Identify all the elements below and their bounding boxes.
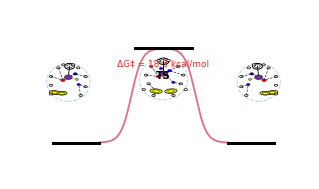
- Circle shape: [49, 76, 53, 77]
- Circle shape: [274, 84, 278, 86]
- Ellipse shape: [150, 89, 162, 93]
- Ellipse shape: [165, 89, 177, 93]
- Circle shape: [77, 84, 80, 86]
- Circle shape: [252, 64, 256, 66]
- Circle shape: [142, 89, 145, 91]
- Circle shape: [73, 73, 77, 75]
- Circle shape: [168, 70, 172, 72]
- Circle shape: [57, 67, 60, 69]
- Circle shape: [159, 67, 163, 70]
- Circle shape: [145, 74, 148, 76]
- Circle shape: [49, 93, 53, 95]
- Circle shape: [61, 79, 65, 81]
- Circle shape: [247, 84, 250, 86]
- Circle shape: [184, 89, 188, 91]
- Circle shape: [152, 94, 155, 96]
- Circle shape: [240, 86, 243, 88]
- Ellipse shape: [262, 92, 268, 94]
- Circle shape: [177, 65, 180, 67]
- Circle shape: [245, 94, 248, 96]
- Text: ΔG‡ = 18.3 kcal/mol: ΔG‡ = 18.3 kcal/mol: [117, 59, 210, 68]
- Circle shape: [149, 65, 153, 67]
- Circle shape: [262, 64, 265, 66]
- Circle shape: [159, 71, 168, 76]
- Circle shape: [147, 83, 150, 85]
- Ellipse shape: [267, 91, 278, 95]
- Circle shape: [240, 76, 243, 77]
- Ellipse shape: [52, 91, 58, 94]
- Circle shape: [250, 73, 254, 75]
- Ellipse shape: [260, 91, 270, 95]
- Ellipse shape: [269, 91, 275, 94]
- Circle shape: [172, 94, 175, 96]
- Ellipse shape: [59, 92, 65, 94]
- Ellipse shape: [49, 91, 60, 95]
- Circle shape: [172, 81, 175, 83]
- Circle shape: [77, 67, 80, 69]
- Circle shape: [267, 67, 270, 69]
- Circle shape: [182, 74, 185, 76]
- Circle shape: [64, 75, 72, 80]
- Circle shape: [79, 94, 82, 96]
- Circle shape: [62, 64, 65, 66]
- Circle shape: [249, 79, 251, 80]
- Circle shape: [274, 76, 278, 77]
- Circle shape: [156, 75, 161, 78]
- Circle shape: [157, 60, 160, 62]
- Circle shape: [255, 75, 263, 80]
- Circle shape: [274, 93, 278, 95]
- Circle shape: [71, 64, 75, 66]
- Circle shape: [84, 76, 87, 77]
- Circle shape: [49, 84, 53, 86]
- Circle shape: [262, 79, 266, 81]
- Circle shape: [76, 79, 78, 80]
- Text: TS: TS: [156, 71, 171, 81]
- Circle shape: [179, 83, 182, 85]
- Ellipse shape: [57, 91, 67, 95]
- Ellipse shape: [153, 90, 160, 92]
- Circle shape: [167, 60, 170, 62]
- Circle shape: [247, 67, 250, 69]
- Ellipse shape: [167, 90, 174, 92]
- Circle shape: [84, 86, 87, 88]
